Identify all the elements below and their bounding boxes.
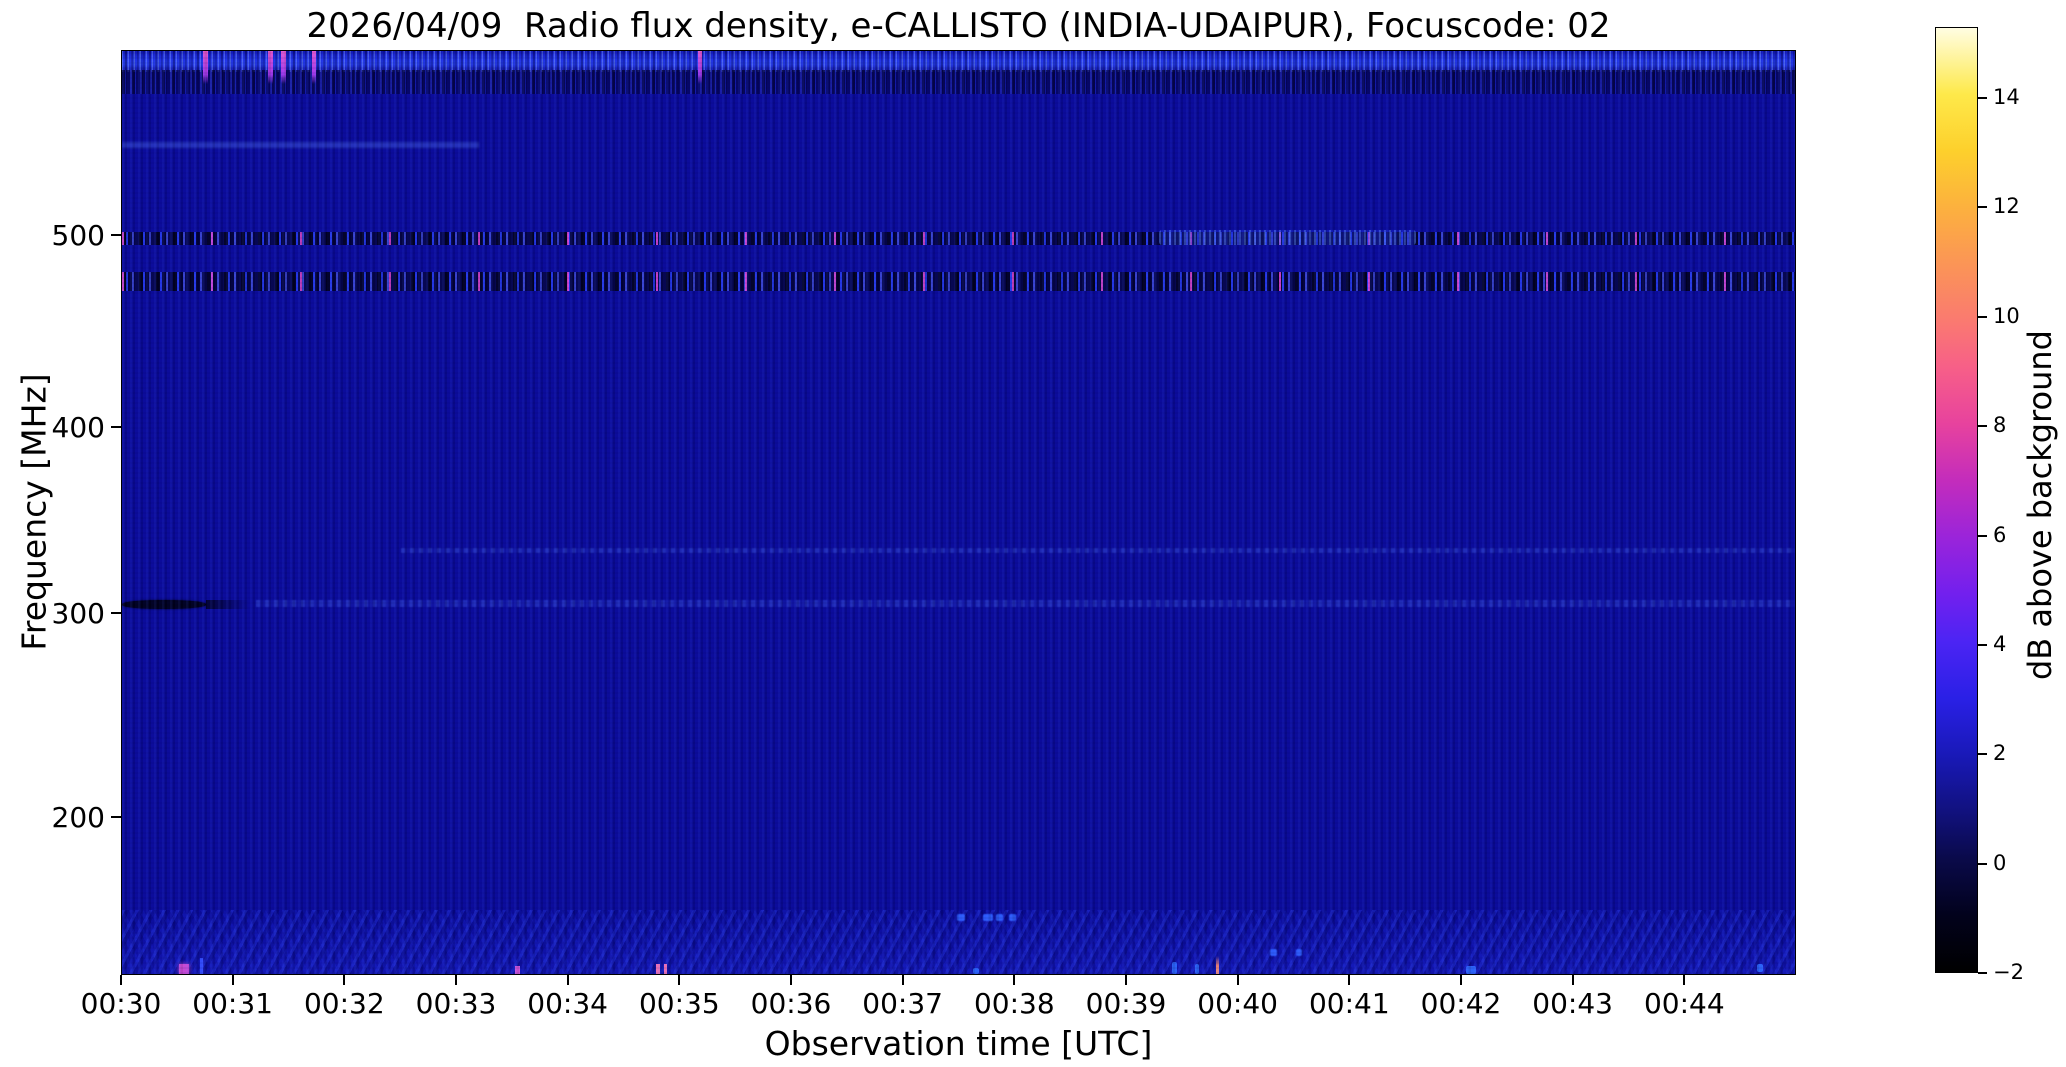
top-dark-subband [122,70,1795,94]
x-tick-label: 00:35 [638,987,720,1020]
blue-dash-4 [1008,913,1017,922]
x-tick-label: 00:43 [1532,987,1613,1020]
noise-texture [122,51,1795,974]
pink-streak-2 [268,51,273,85]
colorbar-tick-mark [1978,753,1987,756]
colorbar-tick-label: 6 [1993,522,2007,547]
bottom-blue-speck-3 [1194,964,1200,974]
x-tick-mark [1348,975,1351,985]
x-tick-label: 00:38 [973,987,1055,1020]
y-tick-mark [111,234,121,236]
x-tick-label: 00:41 [1308,987,1390,1020]
x-tick-mark [1683,975,1686,985]
x-tick-label: 00:33 [415,987,497,1020]
rfi-band-500 [122,231,1795,246]
x-tick-label: 00:34 [527,987,608,1020]
colorbar-tick-label: −2 [1993,960,2024,984]
colorbar-tick-mark [1978,97,1987,100]
line-307-faint [255,599,1795,608]
chart-title: 2026/04/09 Radio flux density, e-CALLIST… [306,6,1611,46]
bottom-blue-speck-2 [1171,962,1178,974]
bottom-pink-pair-b [664,964,668,974]
x-tick-mark [1236,975,1239,985]
colorbar-tick-label: 14 [1993,85,2020,110]
x-tick-mark [120,975,122,985]
blue-dash-1 [957,913,966,922]
colorbar-tick-label: 4 [1993,631,2007,656]
line-546 [122,142,479,149]
blue-dash-3 [996,913,1004,922]
x-tick-mark [455,975,457,985]
bottom-magenta-speck [514,966,521,974]
rfi-500-bright-segment [1159,229,1416,246]
bottom-blue-speck-5 [1757,964,1763,973]
x-tick-label: 00:32 [303,987,385,1020]
colorbar-tick-label: 8 [1993,413,2007,438]
x-tick-mark [1013,975,1016,985]
colorbar-tick-mark [1978,425,1987,428]
colorbar-tick-mark [1978,862,1987,865]
colorbar-tick-mark [1978,206,1987,209]
bottom-blue-speck-4 [1465,966,1476,974]
colorbar-tick-label: 2 [1993,741,2007,766]
bottom-blue-streak [200,958,204,974]
x-tick-mark [231,975,234,985]
colorbar [1935,27,1978,973]
x-tick-mark [1460,975,1462,985]
x-tick-mark [566,975,569,985]
x-tick-label: 00:36 [750,987,832,1020]
line-334 [400,547,1795,554]
colorbar-tick-mark [1978,643,1987,646]
y-tick-mark [111,426,121,429]
bottom-pink-pair-a [656,964,660,974]
x-tick-label: 00:39 [1085,987,1167,1020]
pink-streak-4 [311,51,317,85]
colorbar-tick-label: 12 [1993,194,2020,219]
x-tick-label: 00:37 [862,987,943,1020]
spectrogram [121,50,1796,975]
x-tick-label: 00:40 [1197,987,1278,1020]
pink-streak-3 [281,51,286,85]
x-tick-label: 00:30 [80,987,162,1020]
black-line-307-tail [205,599,251,610]
bottom-salmon-streak [1216,956,1220,974]
y-tick-label: 400 [51,411,105,445]
x-tick-mark [1125,975,1127,985]
blue-dash-5 [1269,948,1278,957]
x-tick-mark [678,975,681,985]
bottom-blue-speck-1 [972,968,979,974]
x-tick-label: 00:31 [192,987,273,1020]
y-tick-label: 500 [51,219,105,252]
top-noise-band [122,51,1795,73]
black-line-307 [122,599,206,610]
colorbar-tick-mark [1978,315,1987,318]
colorbar-tick-label: 0 [1993,850,2007,875]
rfi-band-476 [122,272,1795,292]
colorbar-tick-mark [1978,534,1987,537]
pink-streak-5 [697,51,702,85]
x-tick-mark [790,975,792,985]
bottom-magenta-blob [178,964,189,974]
colorbar-tick-label: 10 [1993,303,2020,328]
y-tick-mark [111,611,121,614]
y-tick-label: 300 [51,596,105,630]
pink-streak-1 [203,51,208,85]
colorbar-tick-mark [1978,972,1987,974]
blue-dash-2 [983,913,994,922]
y-tick-label: 200 [51,801,105,834]
blue-dash-6 [1296,948,1302,957]
y-tick-mark [111,816,121,818]
x-tick-mark [1571,975,1574,985]
x-axis-label: Observation time [UTC] [764,1024,1153,1063]
x-tick-mark [901,975,904,985]
x-tick-label: 00:44 [1643,987,1725,1020]
x-tick-mark [343,975,346,985]
x-tick-label: 00:42 [1420,987,1502,1020]
